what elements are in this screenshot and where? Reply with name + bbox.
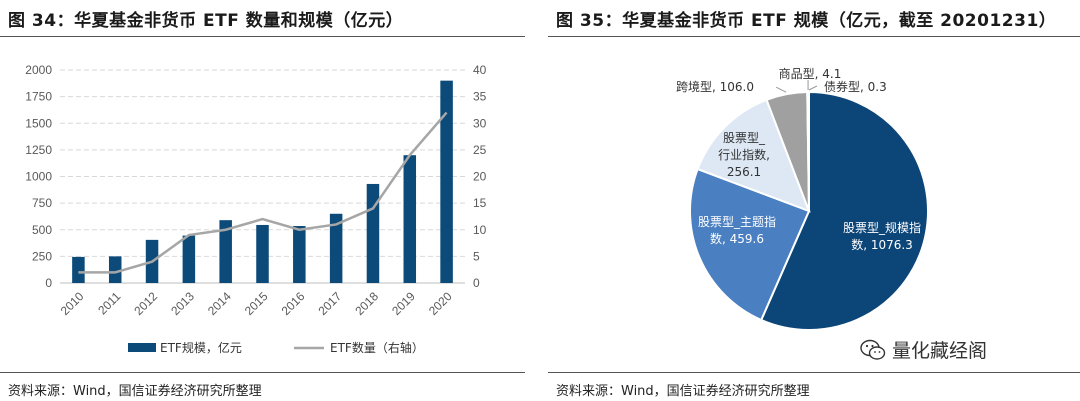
right-source-note: 资料来源：Wind，国信证券经济研究所整理 (556, 384, 810, 399)
leader-line (808, 85, 818, 91)
y2-tick-label: 10 (473, 223, 487, 237)
y-tick-label: 1250 (25, 143, 52, 157)
bar (329, 213, 343, 283)
pie-label-commodity: 商品型, 4.1 (779, 66, 842, 81)
y-tick-label: 750 (32, 196, 52, 210)
y2-tick-label: 40 (473, 63, 487, 77)
x-tick-label: 2012 (131, 289, 160, 318)
series-line (78, 111, 448, 274)
wechat-icon (860, 339, 886, 360)
pie-slice (689, 167, 811, 322)
y2-tick-label: 15 (473, 196, 487, 210)
x-tick-label: 2019 (389, 289, 418, 318)
x-tick-label: 2015 (242, 289, 271, 318)
right-title-rule (548, 36, 1080, 37)
y-tick-label: 250 (32, 249, 52, 263)
y2-tick-label: 0 (473, 276, 480, 290)
left-panel: 图 34：华夏基金非货币 ETF 数量和规模（亿元） 0 250 500 750 100… (0, 0, 525, 401)
x-tick-label: 2020 (426, 289, 455, 318)
y2-tick-label: 25 (473, 143, 487, 157)
left-source-rule (0, 372, 525, 373)
bar (440, 80, 453, 284)
x-tick-label: 2014 (205, 289, 234, 318)
bar (256, 224, 269, 283)
pie-label-bond: 债券型, 0.3 (824, 79, 887, 94)
left-source-note: 资料来源：Wind，国信证券经济研究所整理 (8, 384, 262, 399)
pie-slice (696, 98, 811, 213)
pie-label-cross-border: 跨境型, 106.0 (676, 79, 754, 94)
etf-bar-line-chart: 0 250 500 750 1000 1250 1500 1750 2000 0 5 10 15 20 25… (25, 63, 487, 355)
y-tick-label: 500 (32, 223, 52, 237)
legend-bar-swatch (128, 343, 156, 352)
x-tick-label: 2011 (95, 289, 123, 317)
bar (182, 235, 196, 283)
bar (366, 183, 380, 283)
bar (403, 155, 417, 283)
pie-label-industry: 行业指数, (718, 147, 770, 162)
bar (219, 220, 232, 283)
bar (293, 226, 306, 283)
y2-tick-label: 20 (473, 170, 487, 184)
bar (108, 256, 122, 283)
right-chart-title: 图 35：华夏基金非货币 ETF 规模（亿元，截至 20201231） (556, 11, 1057, 31)
y2-tick-label: 35 (473, 90, 487, 104)
y-tick-label: 1000 (25, 170, 52, 184)
pie-label-industry: 股票型_ (723, 131, 766, 145)
x-tick-label: 2016 (279, 289, 308, 318)
y2-tick-label: 30 (473, 116, 487, 130)
pie-label-theme: 数, 459.6 (710, 231, 764, 246)
pie-label-large-cap: 数, 1076.3 (851, 237, 913, 252)
pie-slice (759, 90, 929, 331)
y-tick-label: 0 (45, 276, 52, 290)
pie-label-large-cap: 股票型_规模指 (843, 220, 921, 235)
x-tick-label: 2013 (168, 289, 197, 318)
watermark: 量化藏经阁 (860, 336, 987, 363)
legend-line-label: ETF数量（右轴） (330, 340, 424, 355)
pie-label-theme: 股票型_主题指 (698, 214, 776, 229)
y-tick-label: 1500 (25, 116, 52, 130)
leader-line (775, 86, 787, 93)
y-tick-label: 1750 (25, 90, 52, 104)
x-tick-label: 2017 (315, 289, 344, 318)
x-tick-label: 2010 (58, 289, 87, 318)
watermark-text: 量化藏经阁 (892, 340, 988, 362)
left-title-rule (0, 36, 525, 37)
right-source-rule (548, 372, 1080, 373)
y2-tick-label: 5 (473, 249, 480, 263)
pie-label-industry: 256.1 (727, 165, 761, 179)
y-tick-label: 2000 (25, 63, 52, 77)
x-tick-label: 2018 (352, 289, 381, 318)
right-panel: 图 35：华夏基金非货币 ETF 规模（亿元，截至 20201231） 股票型_… (548, 0, 1080, 401)
bar (72, 256, 85, 283)
legend-bar-label: ETF规模，亿元 (160, 340, 242, 355)
left-chart-title: 图 34：华夏基金非货币 ETF 数量和规模（亿元） (8, 11, 404, 31)
